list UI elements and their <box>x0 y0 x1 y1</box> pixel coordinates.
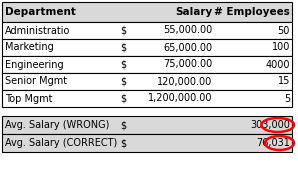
Text: 55,000.00: 55,000.00 <box>163 25 212 36</box>
Text: 4000: 4000 <box>266 59 290 70</box>
Text: 65,000.00: 65,000.00 <box>163 43 212 52</box>
Text: Avg. Salary (WRONG): Avg. Salary (WRONG) <box>5 120 109 130</box>
Text: Marketing: Marketing <box>5 43 54 52</box>
Text: $: $ <box>120 59 126 70</box>
Text: Salary: Salary <box>175 7 212 17</box>
Text: 120,000.00: 120,000.00 <box>157 77 212 86</box>
Bar <box>2 22 292 39</box>
Bar <box>2 116 292 134</box>
Text: 15: 15 <box>278 77 290 86</box>
Text: $: $ <box>120 120 126 130</box>
Text: Avg. Salary (CORRECT): Avg. Salary (CORRECT) <box>5 138 117 148</box>
Text: 76,031: 76,031 <box>256 138 290 148</box>
Text: 5: 5 <box>284 93 290 104</box>
Text: Administratio: Administratio <box>5 25 70 36</box>
Text: Top Mgmt: Top Mgmt <box>5 93 52 104</box>
Text: Department: Department <box>5 7 76 17</box>
Text: 303,000: 303,000 <box>250 120 290 130</box>
Text: 50: 50 <box>278 25 290 36</box>
Text: Engineering: Engineering <box>5 59 64 70</box>
Text: $: $ <box>120 93 126 104</box>
Text: $: $ <box>120 138 126 148</box>
Bar <box>2 56 292 73</box>
Bar <box>2 2 292 22</box>
Text: 1,200,000.00: 1,200,000.00 <box>148 93 212 104</box>
Text: 75,000.00: 75,000.00 <box>163 59 212 70</box>
Text: 100: 100 <box>271 43 290 52</box>
Text: $: $ <box>120 77 126 86</box>
Text: $: $ <box>120 43 126 52</box>
Text: # Employees: # Employees <box>214 7 290 17</box>
Bar <box>2 90 292 107</box>
Bar <box>2 134 292 152</box>
Bar <box>2 39 292 56</box>
Text: Senior Mgmt: Senior Mgmt <box>5 77 67 86</box>
Bar <box>2 73 292 90</box>
Text: $: $ <box>120 25 126 36</box>
